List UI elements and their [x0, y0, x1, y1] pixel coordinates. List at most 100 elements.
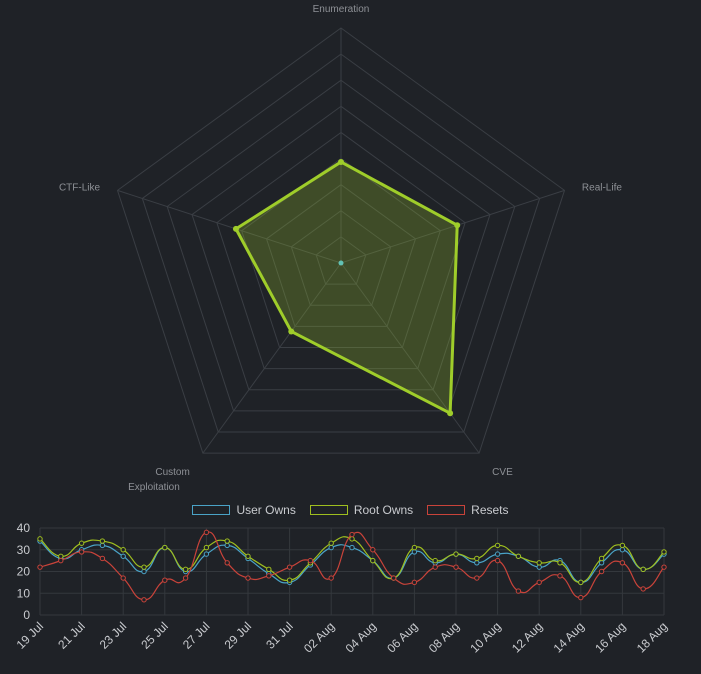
x-tick-label-31-jul: 31 Jul [263, 619, 296, 652]
point-user-owns-16-aug[interactable] [619, 547, 626, 553]
point-user-owns-02-aug[interactable] [328, 544, 334, 551]
point-resets-14-aug[interactable] [578, 594, 584, 601]
point-user-owns-09-aug[interactable] [474, 560, 480, 566]
point-root-owns-26-jul[interactable] [182, 566, 189, 573]
point-root-owns-22-jul[interactable] [99, 538, 106, 544]
point-user-owns-28-jul[interactable] [224, 542, 230, 549]
point-resets-21-jul[interactable] [78, 549, 85, 555]
point-root-owns-08-aug[interactable] [453, 551, 459, 557]
point-user-owns-27-jul[interactable] [203, 551, 210, 557]
x-tick-label-14-aug: 14 Aug [551, 619, 587, 655]
series-line-root-owns [39, 536, 665, 583]
radar-axis-label-ctf-like: CTF-Like [59, 183, 101, 194]
legend-label-user-owns: User Owns [236, 503, 296, 517]
point-root-owns-17-aug[interactable] [640, 566, 646, 573]
point-resets-06-aug[interactable] [411, 579, 418, 586]
x-tick-label-08-aug: 08 Aug [426, 619, 462, 655]
point-user-owns-06-aug[interactable] [411, 549, 418, 555]
x-tick-label-18-aug: 18 Aug [634, 619, 670, 655]
point-resets-03-aug[interactable] [349, 531, 355, 538]
point-user-owns-22-jul[interactable] [99, 542, 106, 549]
point-resets-09-aug[interactable] [474, 575, 480, 581]
point-resets-17-aug[interactable] [640, 586, 646, 592]
point-root-owns-28-jul[interactable] [224, 538, 230, 544]
legend-item-user-owns[interactable]: User Owns [192, 503, 296, 517]
point-resets-19-jul[interactable] [37, 564, 43, 570]
point-user-owns-24-jul[interactable] [141, 568, 147, 575]
point-resets-16-aug[interactable] [619, 560, 626, 566]
radar-data [232, 158, 461, 417]
point-resets-10-aug[interactable] [494, 557, 501, 564]
point-root-owns-31-jul[interactable] [286, 577, 293, 583]
point-resets-11-aug[interactable] [515, 588, 522, 594]
point-user-owns-15-aug[interactable] [598, 560, 605, 566]
radar-ring-4 [241, 157, 441, 348]
point-resets-27-jul[interactable] [203, 529, 210, 536]
point-root-owns-15-aug[interactable] [598, 555, 605, 562]
point-resets-25-jul[interactable] [162, 577, 168, 583]
point-root-owns-02-aug[interactable] [328, 540, 334, 546]
series-line-resets [39, 531, 665, 601]
point-user-owns-12-aug[interactable] [536, 564, 542, 570]
point-root-owns-10-aug[interactable] [494, 542, 501, 549]
radar-axis-labels: Enumeration Real-Life CVE Custom Exploitatio… [59, 4, 622, 493]
point-root-owns-12-aug[interactable] [536, 560, 542, 566]
radar-spoke-real-life [340, 189, 565, 264]
point-resets-30-jul[interactable] [266, 573, 272, 579]
point-resets-15-aug[interactable] [598, 568, 605, 575]
point-resets-13-aug[interactable] [557, 573, 563, 579]
radar-point-enumeration[interactable] [338, 158, 344, 165]
point-root-owns-06-aug[interactable] [411, 544, 418, 551]
radar-ring-8 [141, 53, 541, 433]
point-root-owns-11-aug[interactable] [515, 553, 522, 559]
point-resets-12-aug[interactable] [536, 579, 542, 586]
point-user-owns-03-aug[interactable] [349, 544, 355, 551]
point-resets-23-jul[interactable] [120, 575, 126, 581]
point-root-owns-19-jul[interactable] [37, 536, 43, 542]
point-root-owns-07-aug[interactable] [432, 557, 438, 564]
point-root-owns-30-jul[interactable] [266, 566, 272, 573]
radar-point-ctf-like[interactable] [232, 225, 239, 232]
point-root-owns-20-jul[interactable] [58, 553, 64, 559]
point-root-owns-27-jul[interactable] [203, 544, 210, 551]
point-root-owns-21-jul[interactable] [78, 540, 85, 546]
point-user-owns-23-jul[interactable] [120, 553, 126, 559]
point-root-owns-04-aug[interactable] [370, 557, 376, 564]
point-resets-31-jul[interactable] [286, 564, 293, 570]
point-resets-08-aug[interactable] [453, 564, 459, 570]
point-user-owns-10-aug[interactable] [494, 551, 501, 557]
point-resets-02-aug[interactable] [328, 575, 334, 581]
point-root-owns-16-aug[interactable] [619, 542, 626, 549]
radar-spoke-custom-exploitation [202, 262, 342, 454]
point-root-owns-18-aug[interactable] [661, 549, 667, 555]
series-resets [37, 529, 667, 603]
point-resets-05-aug[interactable] [390, 575, 397, 581]
point-resets-01-aug[interactable] [307, 557, 314, 564]
point-resets-04-aug[interactable] [370, 547, 376, 553]
point-root-owns-24-jul[interactable] [141, 564, 147, 570]
point-resets-07-aug[interactable] [432, 564, 438, 570]
point-root-owns-03-aug[interactable] [349, 536, 355, 542]
point-resets-22-jul[interactable] [99, 555, 106, 562]
radar-axis-label-real-life: Real-Life [582, 183, 622, 194]
point-root-owns-25-jul[interactable] [162, 544, 168, 551]
radar-point-cve[interactable] [447, 410, 454, 417]
point-resets-18-aug[interactable] [661, 564, 667, 570]
point-root-owns-23-jul[interactable] [120, 547, 126, 553]
legend-item-resets[interactable]: Resets [427, 503, 509, 517]
point-resets-20-jul[interactable] [58, 557, 64, 564]
legend-item-root-owns[interactable]: Root Owns [309, 503, 413, 517]
x-tick-label-06-aug: 06 Aug [384, 619, 420, 655]
radar-point-real-life[interactable] [454, 222, 461, 229]
point-root-owns-14-aug[interactable] [578, 579, 584, 586]
point-root-owns-29-jul[interactable] [245, 553, 251, 559]
point-resets-24-jul[interactable] [141, 597, 147, 603]
point-resets-28-jul[interactable] [224, 560, 230, 566]
point-resets-29-jul[interactable] [245, 575, 251, 581]
radar-point-custom-exploitation[interactable] [288, 328, 295, 335]
radar-ring-6 [191, 105, 491, 391]
point-root-owns-09-aug[interactable] [474, 555, 480, 562]
point-root-owns-13-aug[interactable] [557, 560, 563, 566]
point-resets-26-jul[interactable] [182, 575, 189, 581]
radar-ring-2 [290, 210, 392, 306]
